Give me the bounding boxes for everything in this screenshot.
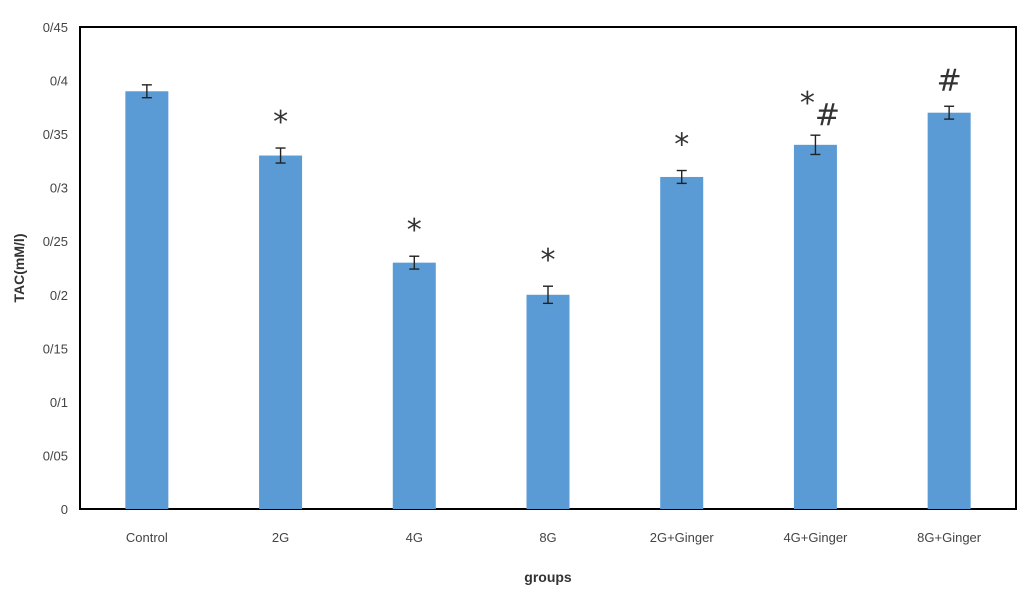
error-bar [676, 169, 687, 185]
significance-mark: * [407, 213, 422, 248]
bar [125, 91, 169, 510]
x-category-label: 4G+Ginger [783, 530, 848, 545]
y-tick-label: 0/3 [50, 181, 68, 196]
error-bar [944, 105, 955, 120]
x-axis-title: groups [524, 569, 572, 585]
y-tick-label: 0/15 [43, 341, 68, 356]
x-category-label: Control [126, 530, 168, 545]
y-tick-label: 0/2 [50, 288, 68, 303]
y-tick-labels: 0 0/05 0/1 0/15 0/2 0/25 0/3 0/35 0/4 0/45 [43, 20, 68, 517]
error-bar [810, 134, 821, 156]
y-tick-label: 0/45 [43, 20, 68, 35]
bars-layer: ***** ## [125, 63, 971, 510]
x-category-labels: Control 2G 4G 8G 2G+Ginger 4G+Ginger 8G+Ginger [126, 530, 982, 545]
x-category-label: 2G [272, 530, 289, 545]
y-tick-label: 0/1 [50, 395, 68, 410]
x-category-label: 8G [539, 530, 556, 545]
significance-mark: # [815, 98, 840, 133]
significance-mark: * [800, 86, 815, 121]
x-category-label: 8G+Ginger [917, 530, 982, 545]
error-bar [275, 147, 286, 164]
y-tick-label: 0/05 [43, 448, 68, 463]
error-bar [409, 255, 420, 270]
x-category-label: 4G [406, 530, 423, 545]
y-tick-label: 0/25 [43, 234, 68, 249]
significance-mark: * [674, 128, 689, 163]
error-bar [141, 84, 152, 99]
y-axis-title: TAC(mM/l) [11, 234, 27, 303]
bar [259, 155, 303, 510]
x-category-label: 2G+Ginger [650, 530, 715, 545]
bar [526, 294, 570, 509]
significance-mark: * [273, 105, 288, 140]
bar [660, 176, 704, 509]
significance-mark: # [937, 63, 962, 98]
error-bar [543, 285, 553, 305]
significance-mark: * [541, 243, 556, 278]
bar [927, 112, 971, 509]
bar [793, 144, 837, 510]
y-tick-label: 0 [61, 502, 68, 517]
y-tick-label: 0/35 [43, 127, 68, 142]
bar [392, 262, 436, 509]
y-tick-label: 0/4 [50, 74, 68, 89]
